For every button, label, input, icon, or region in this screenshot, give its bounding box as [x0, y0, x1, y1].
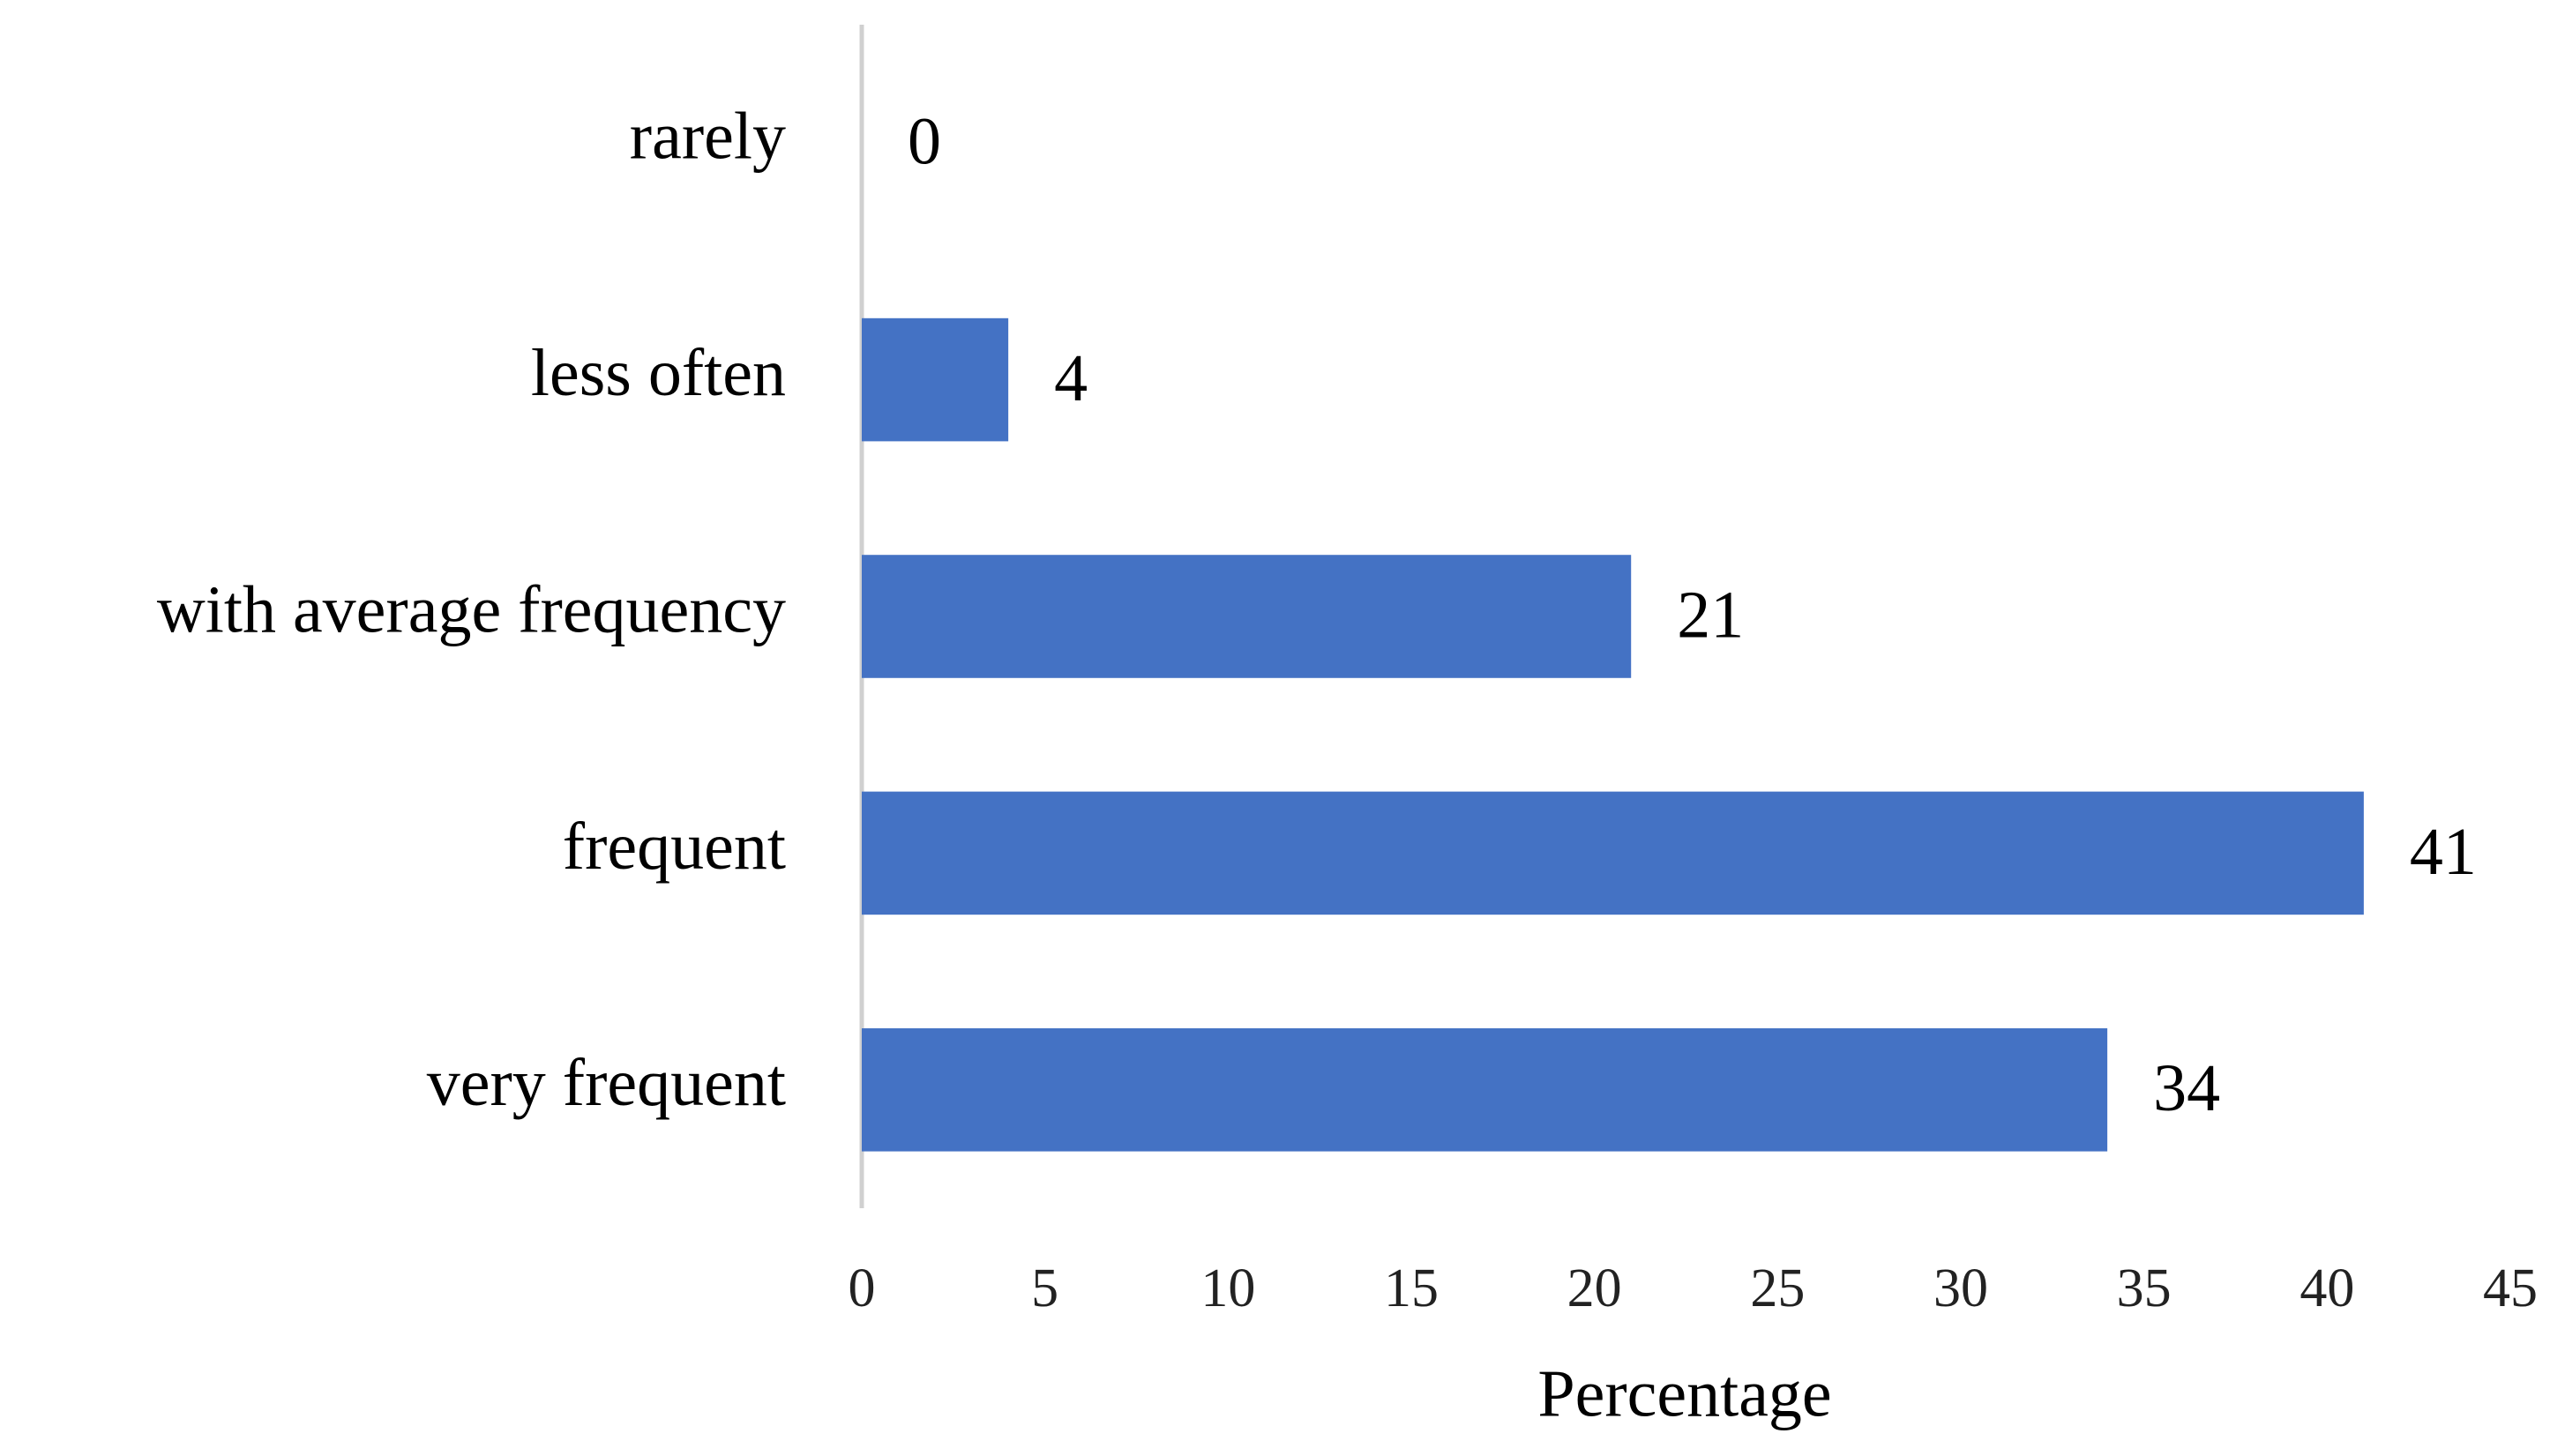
x-tick-label: 25: [1750, 1258, 1805, 1318]
x-tick-label: 45: [2483, 1258, 2538, 1318]
x-tick-label: 35: [2117, 1258, 2172, 1318]
y-tick-label: less often: [531, 336, 786, 410]
y-tick-label: rarely: [630, 100, 786, 174]
x-tick-label: 0: [849, 1258, 876, 1318]
x-axis-title: Percentage: [1537, 1356, 1831, 1430]
y-tick-label: very frequent: [427, 1046, 786, 1120]
x-tick-label: 20: [1567, 1258, 1622, 1318]
bar: [862, 791, 2364, 915]
bar: [862, 317, 1009, 442]
y-tick-label: frequent: [563, 810, 786, 884]
data-label: 34: [2153, 1051, 2220, 1125]
data-label: 41: [2410, 815, 2477, 889]
y-tick-label: with average frequency: [157, 572, 786, 646]
x-tick-label: 10: [1200, 1258, 1255, 1318]
x-tick-label: 30: [1933, 1258, 1988, 1318]
x-tick-label: 15: [1384, 1258, 1439, 1318]
bar: [862, 555, 1632, 678]
data-label: 4: [1054, 341, 1088, 415]
data-label: 0: [908, 105, 941, 179]
x-tick-label: 5: [1031, 1258, 1058, 1318]
data-label: 21: [1677, 578, 1744, 652]
bar: [862, 1028, 2108, 1152]
x-tick-label: 40: [2299, 1258, 2354, 1318]
